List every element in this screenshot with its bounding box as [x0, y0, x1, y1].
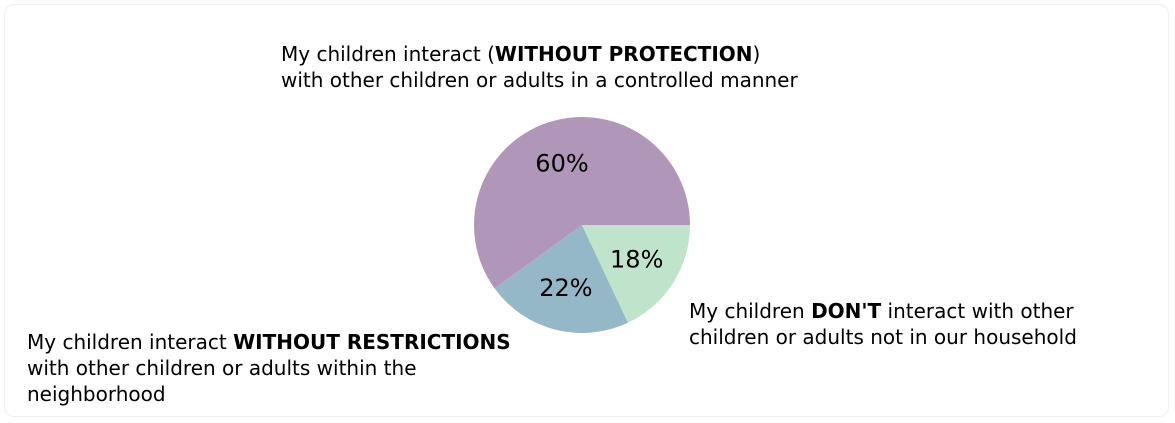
- slice-label-without-restrictions: My children interact WITHOUT RESTRICTION…: [27, 330, 511, 406]
- slice-dont-interact: [582, 225, 690, 323]
- pct-label-without-restrictions: 22%: [539, 274, 592, 302]
- pct-label-dont-interact: 18%: [610, 246, 663, 274]
- slice-label-without-protection: My children interact (WITHOUT PROTECTION…: [281, 42, 798, 92]
- chart-frame: [4, 4, 1169, 417]
- pct-label-without-protection: 60%: [535, 149, 588, 177]
- slice-without-protection: [473, 117, 690, 289]
- slice-label-dont-interact: My children DON'T interact with other chi…: [689, 299, 1077, 349]
- slice-without-restrictions: [494, 225, 628, 333]
